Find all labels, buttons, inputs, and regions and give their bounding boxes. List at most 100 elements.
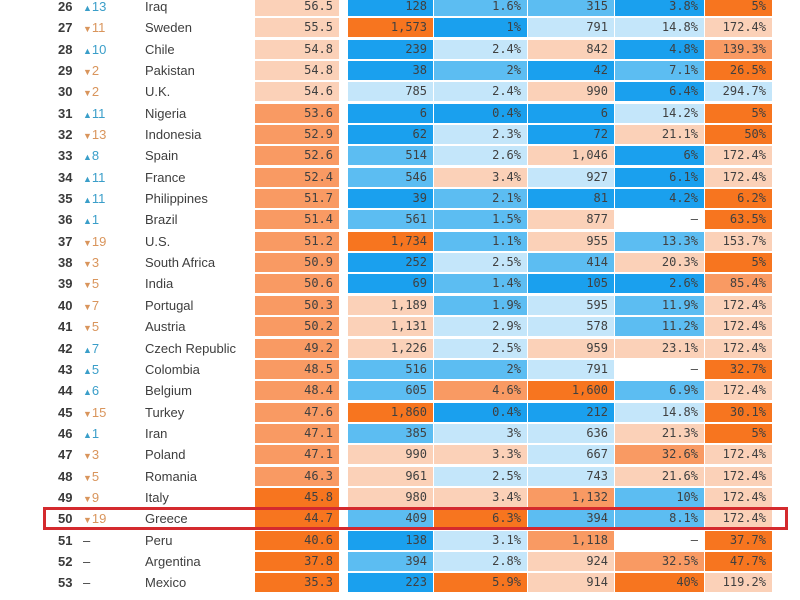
metric-cell-1: 138 — [348, 530, 434, 550]
metric-cell-0: 52.6 — [255, 146, 340, 166]
metric-cell-3: 955 — [528, 231, 615, 251]
rank-change-value: 1 — [91, 425, 100, 441]
metric-cell-5: 30.1% — [705, 402, 773, 422]
metric-cell-1: 1,131 — [348, 317, 434, 337]
country-name: Argentina — [145, 553, 201, 569]
triangle-down-icon: ▼ — [83, 88, 92, 99]
rank-change-value: 13 — [91, 0, 107, 14]
metric-cell-2: 2.9% — [434, 317, 528, 337]
metric-cell-2: 1.1% — [434, 231, 528, 251]
metric-cell-3: 636 — [528, 423, 615, 443]
rank-number: 30 — [58, 84, 73, 100]
rank-number: 40 — [58, 297, 73, 313]
metric-cell-2: 6.3% — [434, 509, 528, 529]
country-name: U.K. — [145, 84, 171, 100]
metric-cell-0: 51.7 — [255, 189, 340, 209]
country-name: France — [145, 169, 186, 185]
metric-cell-4: 11.9% — [615, 295, 705, 315]
metric-cell-2: 0.4% — [434, 103, 528, 123]
metric-cell-5: 5% — [705, 253, 773, 273]
metric-cell-1: 1,573 — [348, 18, 434, 38]
metric-cell-1: 239 — [348, 39, 434, 59]
country-name: Poland — [145, 447, 186, 463]
rank-change-value: 8 — [91, 148, 100, 164]
metric-cell-2: 2.6% — [434, 146, 528, 166]
metric-cell-4: – — [615, 530, 705, 550]
metric-cell-4: 4.2% — [615, 189, 705, 209]
metric-cell-4: 4.8% — [615, 39, 705, 59]
metric-cell-4: 21.3% — [615, 423, 705, 443]
metric-cell-4: 14.2% — [615, 103, 705, 123]
rank-down-indicator: ▼19 — [83, 231, 123, 254]
country-name: Philippines — [145, 191, 208, 207]
metric-cell-5: 172.4% — [705, 509, 773, 529]
metric-cell-0: 54.8 — [255, 61, 340, 81]
rank-down-indicator: ▼11 — [83, 17, 123, 40]
country-name: Brazil — [145, 212, 178, 228]
metric-cell-4: 14.8% — [615, 18, 705, 38]
metric-cell-0: 54.8 — [255, 39, 340, 59]
metric-cell-2: 2.5% — [434, 253, 528, 273]
metric-cell-4: 20.3% — [615, 253, 705, 273]
metric-cell-2: 1% — [434, 18, 528, 38]
metric-cell-2: 2% — [434, 61, 528, 81]
metric-cell-3: 1,046 — [528, 146, 615, 166]
table-row: 52– Argentina 37.8 394 2.8% 924 32.5% 47.7% — [0, 551, 800, 572]
table-row: 30 ▼2 U.K. 54.6 785 2.4% 990 6.4% 294.7% — [0, 81, 800, 102]
country-name: Colombia — [145, 361, 200, 377]
table-row: 45 ▼15 Turkey 47.6 1,860 0.4% 212 14.8% 30.1% — [0, 402, 800, 423]
metric-cell-2: 1.5% — [434, 210, 528, 230]
triangle-up-icon: ▲ — [83, 195, 92, 206]
metric-cell-4: 23.1% — [615, 338, 705, 358]
metric-cell-0: 54.6 — [255, 82, 340, 102]
rank-down-indicator: ▼3 — [83, 252, 123, 275]
metric-cell-4: 32.6% — [615, 445, 705, 465]
metric-cell-4: 21.6% — [615, 466, 705, 486]
metric-cell-3: 81 — [528, 189, 615, 209]
rank-up-indicator: ▲11 — [83, 188, 123, 211]
rank-up-indicator: ▲8 — [83, 145, 123, 168]
metric-cell-3: 667 — [528, 445, 615, 465]
metric-cell-3: 959 — [528, 338, 615, 358]
country-name: Peru — [145, 532, 173, 548]
table-row: 47 ▼3 Poland 47.1 990 3.3% 667 32.6% 172.4% — [0, 444, 800, 465]
country-name: Iran — [145, 425, 168, 441]
metric-cell-5: 172.4% — [705, 317, 773, 337]
metric-cell-2: 2.3% — [434, 125, 528, 145]
metric-cell-1: 1,734 — [348, 231, 434, 251]
table-row: 46 ▲1 Iran 47.1 385 3% 636 21.3% 5% — [0, 423, 800, 444]
metric-cell-2: 2.8% — [434, 551, 528, 571]
triangle-down-icon: ▼ — [83, 472, 92, 483]
metric-cell-1: 514 — [348, 146, 434, 166]
table-row: 48 ▼5 Romania 46.3 961 2.5% 743 21.6% 172.4% — [0, 466, 800, 487]
metric-cell-1: 1,860 — [348, 402, 434, 422]
metric-cell-5: 37.7% — [705, 530, 773, 550]
metric-cell-3: 72 — [528, 125, 615, 145]
triangle-down-icon: ▼ — [83, 301, 92, 312]
country-name: Iraq — [145, 0, 168, 14]
triangle-up-icon: ▲ — [83, 344, 92, 355]
metric-cell-4: 8.1% — [615, 509, 705, 529]
country-name: Czech Republic — [145, 340, 237, 356]
rank-change-value: 11 — [91, 20, 106, 36]
table-row: 42 ▲7 Czech Republic 49.2 1,226 2.5% 959 23.1% 1… — [0, 338, 800, 359]
metric-cell-0: 50.2 — [255, 317, 340, 337]
metric-cell-0: 50.6 — [255, 274, 340, 294]
metric-cell-2: 3.4% — [434, 167, 528, 187]
rank-unchanged-indicator: – — [83, 530, 123, 553]
metric-cell-0: 48.4 — [255, 381, 340, 401]
table-row: 38 ▼3 South Africa 50.9 252 2.5% 414 20.3% 5% — [0, 252, 800, 273]
triangle-down-icon: ▼ — [83, 515, 92, 526]
rank-change-value: 5 — [91, 276, 100, 292]
rank-number: 27 — [58, 20, 73, 36]
metric-cell-2: 4.6% — [434, 381, 528, 401]
table-row: 39 ▼5 India 50.6 69 1.4% 105 2.6% 85.4% — [0, 273, 800, 294]
rank-number: 45 — [58, 404, 73, 420]
rank-up-indicator: ▲13 — [83, 0, 123, 19]
table-row: 44 ▲6 Belgium 48.4 605 4.6% 1,600 6.9% 172.4% — [0, 380, 800, 401]
metric-cell-5: 5% — [705, 0, 773, 16]
metric-cell-1: 38 — [348, 61, 434, 81]
country-name: Chile — [145, 41, 175, 57]
metric-cell-3: 927 — [528, 167, 615, 187]
metric-cell-0: 55.5 — [255, 18, 340, 38]
